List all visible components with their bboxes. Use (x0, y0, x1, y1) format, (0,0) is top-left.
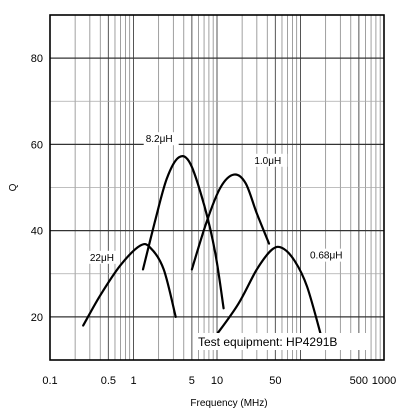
series-labels: 22μH 8.2μH 1.0μH 0.68μH (87, 132, 350, 264)
x-tick-label: 1000 (372, 375, 396, 387)
series-label: 22μH (90, 253, 114, 264)
series-label: 8.2μH (146, 134, 173, 145)
x-axis-title: Frequency (MHz) (190, 398, 267, 408)
y-axis-title: Q (8, 183, 19, 191)
series-label-background (252, 153, 288, 167)
tick-labels: 0.1 0.5 1 5 10 50 500 1000 20 40 60 80 (31, 53, 396, 387)
series-label: 1.0μH (254, 156, 281, 167)
x-tick-label: 0.1 (42, 375, 57, 387)
series-label-background (87, 250, 117, 264)
y-tick-label: 80 (31, 53, 43, 65)
x-tick-label: 1 (130, 375, 136, 387)
y-tick-label: 40 (31, 226, 43, 238)
series-curves (82, 155, 323, 340)
x-tick-label: 500 (350, 375, 368, 387)
plot-frame (49, 14, 385, 361)
series-label-background (308, 248, 350, 262)
x-tick-label: 50 (269, 375, 281, 387)
x-tick-label: 10 (211, 375, 223, 387)
series-curve (141, 155, 225, 310)
series-label-background (143, 132, 179, 146)
series-curve (190, 173, 271, 271)
test-equipment-note: Test equipment: HP4291B (198, 335, 337, 349)
series-curve (215, 245, 323, 340)
grid (50, 15, 384, 360)
y-tick-label: 60 (31, 139, 43, 151)
y-tick-label: 20 (31, 312, 43, 324)
x-tick-label: 5 (189, 375, 195, 387)
series-label: 0.68μH (310, 251, 342, 262)
x-tick-label: 0.5 (101, 375, 116, 387)
test-equipment-note-background (194, 333, 370, 350)
series-curve (82, 242, 177, 327)
